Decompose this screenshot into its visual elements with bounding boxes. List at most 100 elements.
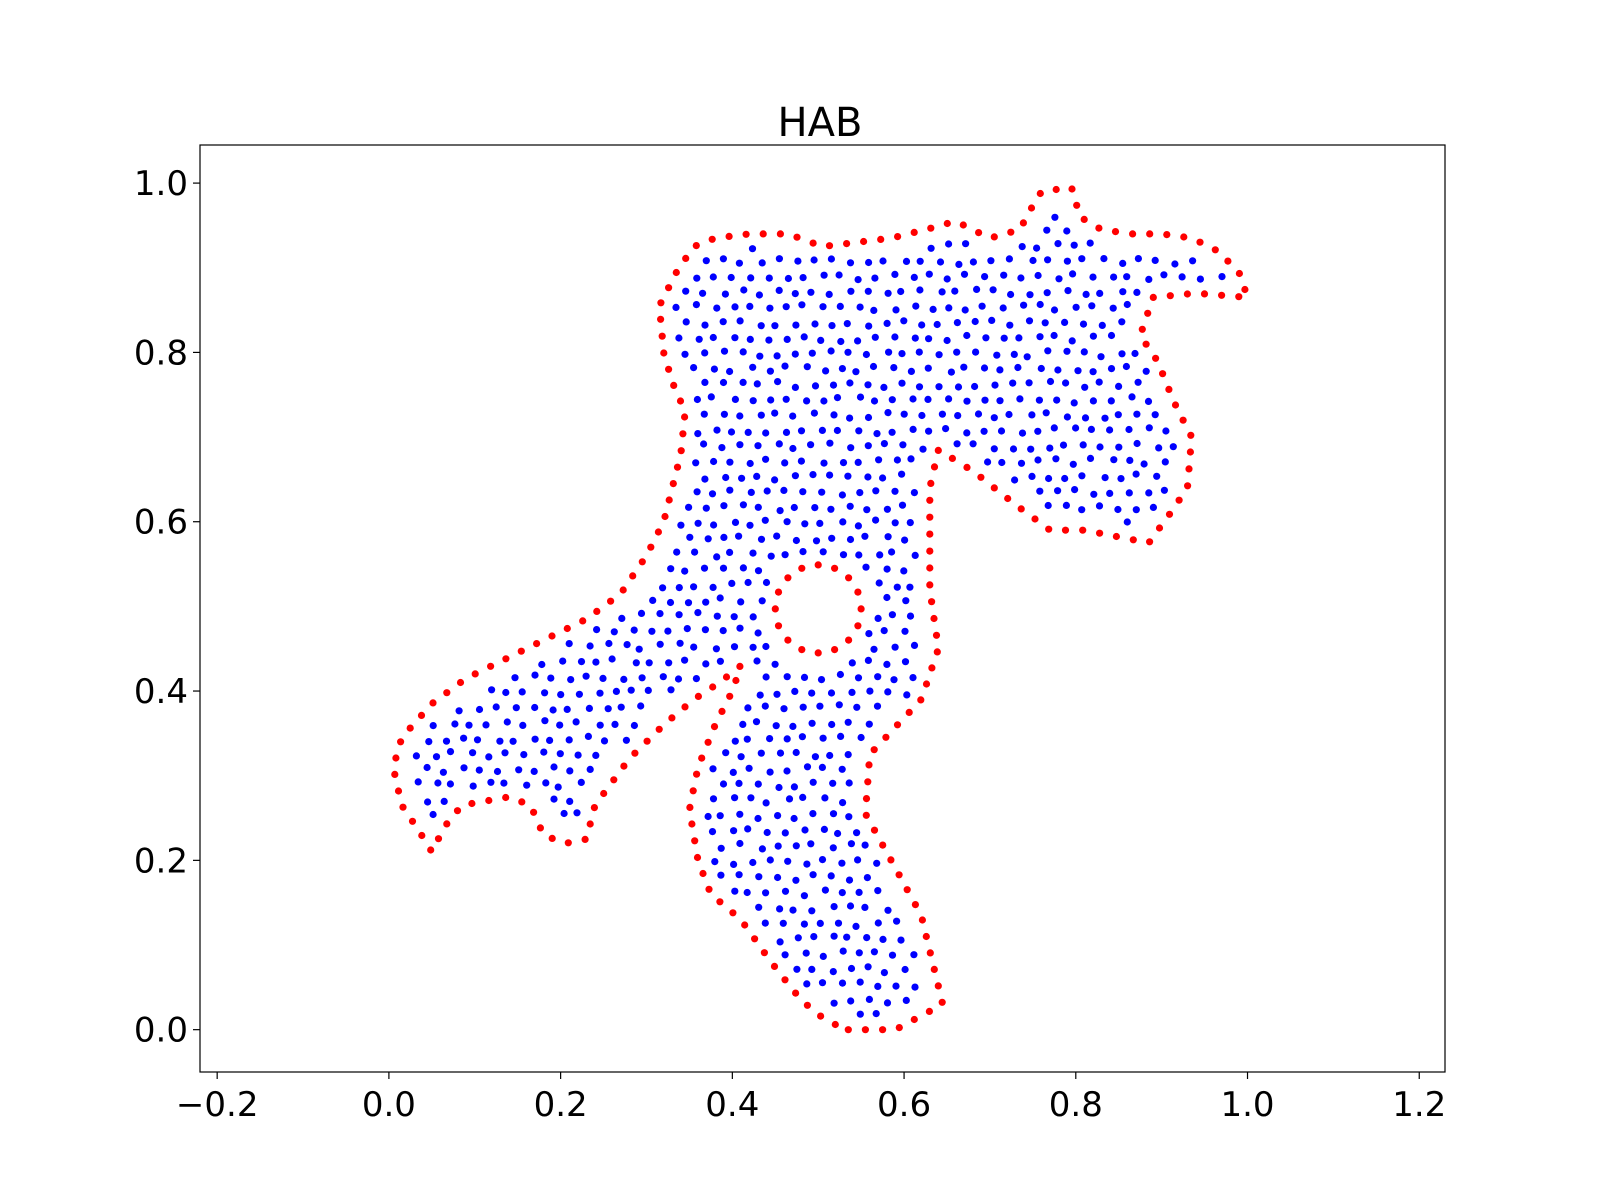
interior-point — [884, 533, 892, 541]
interior-point — [870, 397, 879, 405]
y-tick-label: 0.8 — [134, 333, 188, 373]
interior-point — [730, 613, 738, 621]
interior-point — [791, 383, 800, 391]
interior-point — [692, 459, 700, 467]
interior-point — [871, 333, 879, 341]
boundary-point — [657, 299, 665, 307]
interior-point — [531, 735, 539, 743]
interior-point — [1028, 472, 1036, 480]
interior-point — [971, 317, 979, 326]
interior-point — [863, 874, 872, 882]
interior-point — [492, 703, 500, 711]
interior-point — [810, 409, 819, 417]
interior-point — [807, 441, 815, 449]
interior-point — [811, 320, 819, 328]
boundary-point — [1149, 293, 1157, 301]
interior-point — [446, 780, 454, 788]
interior-point — [542, 779, 550, 787]
boundary-point — [770, 962, 779, 971]
interior-point — [897, 287, 905, 296]
interior-point — [1162, 427, 1170, 435]
interior-point — [829, 381, 838, 389]
interior-point — [830, 411, 838, 419]
interior-point — [828, 322, 836, 330]
interior-point — [611, 720, 619, 729]
interior-point — [1074, 367, 1082, 375]
boundary-point — [1129, 230, 1137, 238]
interior-point — [710, 365, 719, 373]
interior-point — [816, 519, 824, 528]
interior-point — [847, 287, 855, 295]
interior-point — [692, 675, 701, 683]
boundary-point — [922, 680, 931, 688]
interior-point — [1089, 332, 1097, 340]
boundary-point — [1185, 465, 1193, 473]
boundary-point — [917, 696, 925, 704]
interior-point — [780, 486, 788, 494]
interior-point — [774, 842, 782, 850]
interior-point — [501, 749, 509, 757]
interior-point — [833, 426, 842, 435]
interior-point — [429, 722, 437, 730]
interior-point — [565, 640, 573, 648]
interior-point — [720, 347, 729, 355]
interior-point — [901, 536, 909, 544]
interior-point — [1025, 317, 1034, 325]
interior-point — [1095, 502, 1104, 510]
interior-point — [702, 257, 710, 265]
interior-point — [502, 688, 510, 697]
boundary-point — [930, 463, 939, 471]
interior-point — [829, 779, 837, 787]
interior-point — [563, 705, 571, 714]
boundary-point — [677, 447, 685, 455]
interior-point — [838, 859, 846, 867]
interior-point — [1050, 424, 1058, 432]
boundary-point — [771, 605, 779, 613]
boundary-point — [586, 820, 594, 828]
interior-point — [938, 410, 947, 418]
interior-point — [717, 844, 725, 852]
interior-point — [911, 983, 919, 991]
interior-point — [830, 999, 838, 1007]
interior-point — [827, 347, 835, 355]
boundary-point — [903, 886, 911, 894]
interior-point — [744, 578, 752, 587]
interior-point — [776, 905, 784, 913]
interior-point — [772, 722, 780, 730]
interior-point — [735, 871, 743, 879]
boundary-point — [870, 746, 878, 754]
boundary-point — [736, 662, 744, 671]
interior-point — [1041, 319, 1049, 327]
interior-point — [971, 382, 979, 391]
interior-point — [943, 275, 951, 283]
interior-point — [424, 798, 432, 806]
boundary-point — [1017, 505, 1025, 513]
interior-point — [789, 722, 797, 731]
interior-point — [838, 365, 847, 373]
boundary-point — [1163, 231, 1171, 239]
interior-point — [541, 689, 549, 697]
interior-point — [844, 718, 852, 726]
interior-point — [753, 657, 761, 665]
interior-point — [1117, 475, 1125, 483]
interior-point — [818, 979, 827, 987]
interior-point — [665, 659, 673, 667]
interior-point — [883, 999, 892, 1007]
boundary-point — [665, 496, 673, 504]
interior-point — [1036, 333, 1044, 341]
interior-point — [799, 793, 807, 802]
x-tick-label: 0.6 — [877, 1085, 931, 1125]
interior-point — [1015, 334, 1023, 342]
interior-point — [918, 411, 926, 420]
boundary-point — [1165, 385, 1173, 393]
interior-point — [487, 778, 495, 786]
interior-point — [423, 763, 431, 772]
boundary-point — [406, 724, 414, 732]
interior-point — [755, 903, 763, 911]
interior-point — [798, 733, 807, 741]
interior-point — [716, 657, 725, 665]
interior-point — [541, 717, 549, 725]
interior-point — [900, 567, 908, 575]
interior-point — [761, 516, 769, 524]
y-tick-label: 0.0 — [134, 1011, 188, 1051]
